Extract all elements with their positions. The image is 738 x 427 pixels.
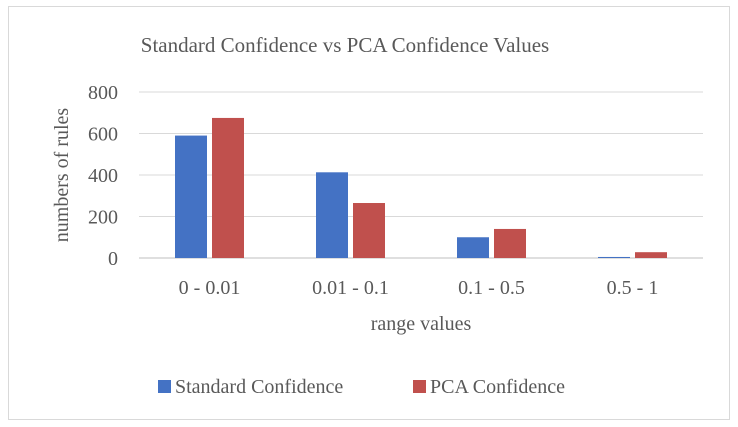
y-tick-label: 800 bbox=[88, 82, 118, 104]
y-tick-label: 200 bbox=[88, 207, 118, 229]
bar-pca-0 bbox=[212, 117, 244, 258]
x-axis-ticks: 0 - 0.01 0.01 - 0.1 0.1 - 0.5 0.5 - 1 bbox=[179, 277, 659, 299]
y-tick-label: 600 bbox=[88, 124, 118, 146]
bar-pca-1 bbox=[353, 203, 385, 258]
bar-pca-3 bbox=[635, 252, 667, 258]
bar-pca-2 bbox=[494, 228, 526, 258]
y-tick-label: 0 bbox=[108, 248, 118, 270]
legend-label: PCA Confidence bbox=[430, 376, 565, 398]
bars bbox=[175, 117, 667, 258]
x-tick-label: 0 - 0.01 bbox=[179, 277, 241, 299]
chart-title: Standard Confidence vs PCA Confidence Va… bbox=[141, 33, 549, 57]
x-axis-title: range values bbox=[371, 313, 472, 335]
x-tick-label: 0.5 - 1 bbox=[607, 277, 659, 299]
x-tick-label: 0.1 - 0.5 bbox=[458, 277, 525, 299]
legend-swatch bbox=[413, 380, 426, 393]
x-tick-label: 0.01 - 0.1 bbox=[312, 277, 389, 299]
y-tick-label: 400 bbox=[88, 165, 118, 187]
legend: Standard Confidence PCA Confidence bbox=[158, 376, 565, 398]
y-axis-title: numbers of rules bbox=[51, 108, 73, 243]
bar-standard-1 bbox=[316, 172, 348, 258]
legend-swatch bbox=[158, 380, 171, 393]
y-axis-ticks: 0 200 400 600 800 bbox=[88, 82, 118, 270]
bar-standard-3 bbox=[598, 256, 630, 258]
legend-label: Standard Confidence bbox=[175, 376, 343, 398]
bar-standard-2 bbox=[457, 237, 489, 258]
bar-standard-0 bbox=[175, 135, 207, 258]
